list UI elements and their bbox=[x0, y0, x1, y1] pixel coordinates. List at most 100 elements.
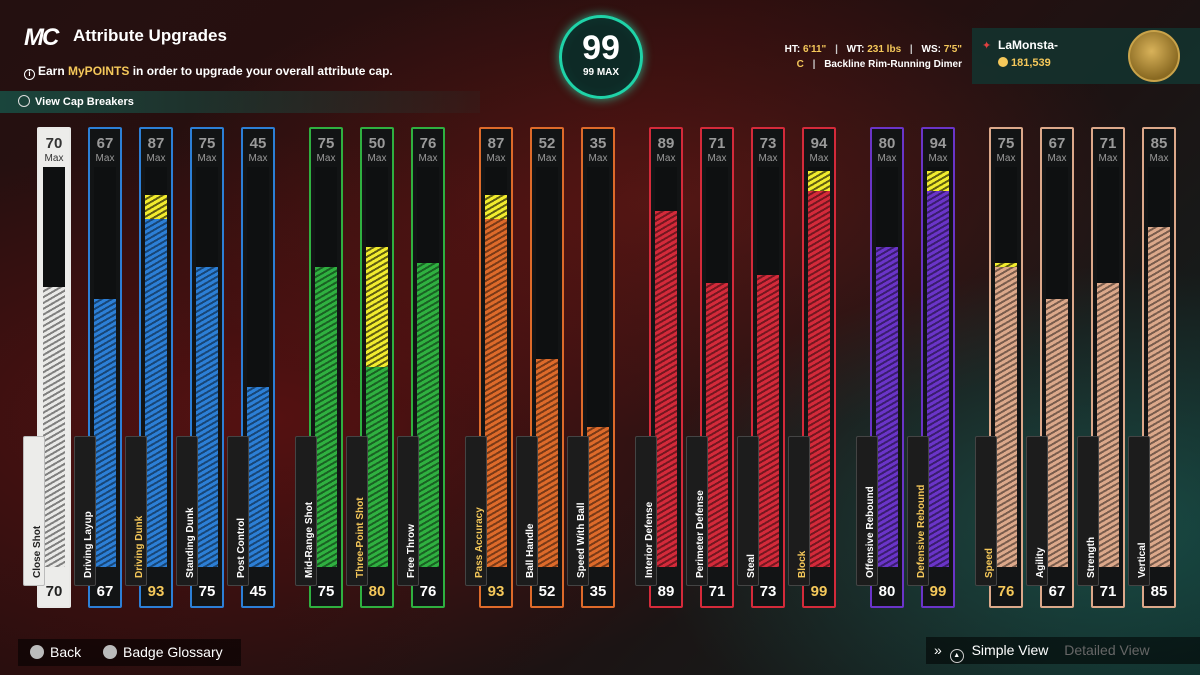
attribute-fill bbox=[536, 359, 558, 567]
attribute-cap-label: Max bbox=[656, 153, 676, 164]
attribute-cap: 50 bbox=[368, 135, 386, 152]
attribute-cap: 76 bbox=[419, 135, 437, 152]
attribute-fill bbox=[43, 287, 65, 567]
attribute-track bbox=[536, 167, 558, 567]
attribute-bar-steal[interactable]: 73 Max 73 Steal bbox=[737, 127, 785, 608]
attribute-cap-label: Max bbox=[418, 153, 438, 164]
attribute-bar-offensive-rebound[interactable]: 80 Max 80 Offensive Rebound bbox=[856, 127, 904, 608]
attribute-track bbox=[145, 167, 167, 567]
view-toggle: » ▲ Simple View Detailed View bbox=[926, 637, 1200, 664]
attribute-bar-block[interactable]: 94 Max 99 Block bbox=[788, 127, 836, 608]
subtitle-highlight: MyPOINTS bbox=[68, 64, 130, 78]
player-info: HT: 6'11" | WT: 231 lbs | WS: 7'5" C | B… bbox=[784, 44, 962, 70]
attribute-cap: 75 bbox=[317, 135, 335, 152]
view-cap-breakers-button[interactable]: View Cap Breakers bbox=[0, 91, 480, 113]
attribute-fill bbox=[808, 191, 830, 567]
attribute-fill bbox=[1046, 299, 1068, 567]
badge-glossary-button[interactable]: Badge Glossary bbox=[85, 644, 223, 660]
attribute-cap: 52 bbox=[538, 135, 556, 152]
ws-value: 7'5" bbox=[943, 44, 962, 55]
attribute-cap-label: Max bbox=[248, 153, 268, 164]
subtitle-post: in order to upgrade your overall attribu… bbox=[129, 64, 393, 78]
attribute-bar-mid-range-shot[interactable]: 75 Max 75 Mid-Range Shot bbox=[295, 127, 343, 608]
cap-breaker-icon bbox=[18, 95, 30, 107]
attribute-value: 67 bbox=[96, 583, 114, 600]
double-chevron-icon: » bbox=[934, 642, 942, 658]
attribute-value: 45 bbox=[249, 583, 267, 600]
attribute-bar-standing-dunk[interactable]: 75 Max 75 Standing Dunk bbox=[176, 127, 224, 608]
attribute-name: Perimeter Defense bbox=[695, 490, 706, 578]
username: LaMonsta- bbox=[998, 38, 1058, 52]
attribute-cap: 87 bbox=[147, 135, 165, 152]
attribute-cap: 85 bbox=[1150, 135, 1168, 152]
attribute-name-tab bbox=[856, 436, 878, 586]
badge-glossary-label: Badge Glossary bbox=[123, 644, 223, 660]
footer-left-controls: Back Badge Glossary bbox=[18, 639, 241, 666]
attribute-fill bbox=[706, 283, 728, 567]
attribute-fill bbox=[485, 219, 507, 567]
attribute-cap-label: Max bbox=[197, 153, 217, 164]
attribute-bar-driving-dunk[interactable]: 87 Max 93 Driving Dunk bbox=[125, 127, 173, 608]
attribute-value: 89 bbox=[657, 583, 675, 600]
position: C bbox=[796, 59, 804, 70]
attribute-cap-label: Max bbox=[316, 153, 336, 164]
attribute-track bbox=[315, 167, 337, 567]
attribute-bar-post-control[interactable]: 45 Max 45 Post Control bbox=[227, 127, 275, 608]
wt-value: 231 lbs bbox=[867, 44, 902, 55]
attribute-cap-label: Max bbox=[367, 153, 387, 164]
attribute-fill bbox=[587, 427, 609, 567]
attribute-bar-pass-accuracy[interactable]: 87 Max 93 Pass Accuracy bbox=[465, 127, 513, 608]
attribute-cap: 75 bbox=[198, 135, 216, 152]
attribute-bar-defensive-rebound[interactable]: 94 Max 99 Defensive Rebound bbox=[907, 127, 955, 608]
attribute-cap: 94 bbox=[929, 135, 947, 152]
attribute-track bbox=[43, 167, 65, 567]
attribute-name: Driving Layup bbox=[83, 511, 94, 578]
overall-rating-badge: 99 99 MAX bbox=[559, 15, 643, 99]
attribute-boost bbox=[995, 263, 1017, 267]
back-button[interactable]: Back bbox=[30, 644, 81, 660]
attribute-bar-three-point-shot[interactable]: 50 Max 80 Three-Point Shot bbox=[346, 127, 394, 608]
attribute-cap: 35 bbox=[589, 135, 607, 152]
attribute-fill bbox=[876, 247, 898, 567]
attribute-bar-driving-layup[interactable]: 67 Max 67 Driving Layup bbox=[74, 127, 122, 608]
attribute-name-tab bbox=[125, 436, 147, 586]
attribute-bar-agility[interactable]: 67 Max 67 Agility bbox=[1026, 127, 1074, 608]
overall-max: 99 MAX bbox=[582, 67, 620, 78]
subtitle-pre: Earn bbox=[38, 64, 69, 78]
attribute-name-tab bbox=[397, 436, 419, 586]
avatar bbox=[1128, 30, 1180, 82]
attribute-fill bbox=[757, 275, 779, 567]
attribute-bar-vertical[interactable]: 85 Max 85 Vertical bbox=[1128, 127, 1176, 608]
attribute-bar-perimeter-defense[interactable]: 71 Max 71 Perimeter Defense bbox=[686, 127, 734, 608]
attribute-bar-close-shot[interactable]: 70 Max 70 Close Shot bbox=[23, 127, 71, 608]
attribute-bar-free-throw[interactable]: 76 Max 76 Free Throw bbox=[397, 127, 445, 608]
attribute-fill bbox=[417, 263, 439, 567]
attribute-fill bbox=[315, 267, 337, 567]
attribute-fill bbox=[94, 299, 116, 567]
attribute-name-tab bbox=[465, 436, 487, 586]
simple-view-tab[interactable]: Simple View bbox=[971, 642, 1049, 658]
attribute-bar-ball-handle[interactable]: 52 Max 52 Ball Handle bbox=[516, 127, 564, 608]
attribute-bar-strength[interactable]: 71 Max 71 Strength bbox=[1077, 127, 1125, 608]
attribute-bar-interior-defense[interactable]: 89 Max 89 Interior Defense bbox=[635, 127, 683, 608]
attribute-name: Ball Handle bbox=[525, 523, 536, 578]
circle-button-icon bbox=[30, 645, 44, 659]
ws-label: WS: bbox=[921, 44, 941, 55]
attribute-name: Standing Dunk bbox=[185, 507, 196, 578]
attribute-fill bbox=[655, 211, 677, 567]
detailed-view-tab[interactable]: Detailed View bbox=[1064, 642, 1150, 658]
attribute-name-tab bbox=[1077, 436, 1099, 586]
attribute-bar-speed[interactable]: 75 Max 76 Speed bbox=[975, 127, 1023, 608]
attribute-cap: 89 bbox=[657, 135, 675, 152]
attribute-fill bbox=[366, 367, 388, 567]
square-button-icon bbox=[103, 645, 118, 659]
attribute-value: 71 bbox=[1099, 583, 1117, 600]
attribute-name-tab bbox=[686, 436, 708, 586]
attribute-bar-speed-with-ball[interactable]: 35 Max 35 Speed With Ball bbox=[567, 127, 615, 608]
attribute-name-tab bbox=[788, 436, 810, 586]
attribute-name: Strength bbox=[1086, 536, 1097, 578]
attribute-fill bbox=[1097, 283, 1119, 567]
info-icon: i bbox=[24, 69, 35, 80]
ht-value: 6'11" bbox=[803, 44, 827, 55]
attribute-track bbox=[876, 167, 898, 567]
